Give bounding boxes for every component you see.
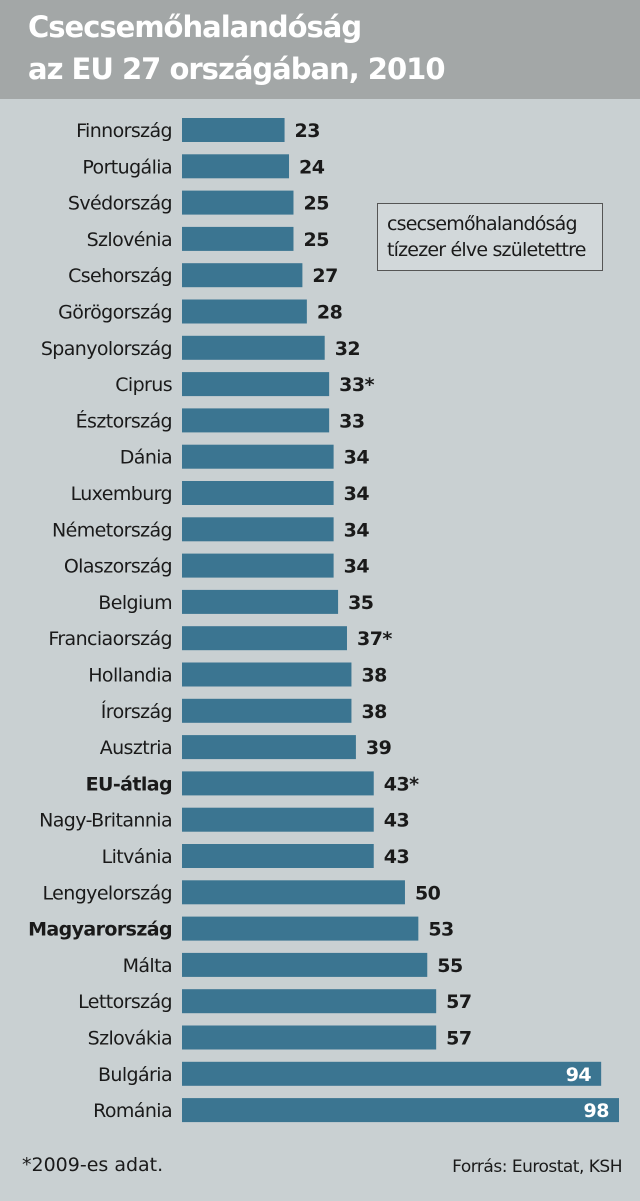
value-label: 34 xyxy=(344,556,370,578)
value-label: 23 xyxy=(295,120,320,142)
bar xyxy=(182,154,290,179)
category-label: Bulgária xyxy=(98,1064,172,1086)
legend-box: csecsemőhalandóság tízezer élve születet… xyxy=(377,203,603,271)
bar xyxy=(182,698,352,723)
bar xyxy=(182,335,325,360)
value-label: 27 xyxy=(312,265,337,287)
value-label: 28 xyxy=(317,302,343,324)
bar xyxy=(182,589,339,614)
bar xyxy=(182,626,347,651)
bar-chart: Finnország 23 Portugália 24 Svédország 25 Szlo… xyxy=(28,118,619,1123)
value-label: 39 xyxy=(366,737,391,759)
bar xyxy=(182,553,334,578)
category-label: Hollandia xyxy=(88,665,172,687)
value-label: 43* xyxy=(384,773,419,795)
bar xyxy=(182,844,374,868)
value-label: 25 xyxy=(303,193,328,215)
category-label: Románia xyxy=(93,1100,172,1122)
category-label: Málta xyxy=(123,955,172,977)
bar xyxy=(182,118,285,142)
value-label: 57 xyxy=(446,1028,471,1050)
bar xyxy=(182,372,330,397)
bar xyxy=(182,299,307,324)
value-label: 34 xyxy=(344,483,370,505)
category-label: Svédország xyxy=(68,193,172,215)
category-label: Írország xyxy=(101,700,172,723)
category-label: Szlovákia xyxy=(88,1028,172,1050)
category-label: Belgium xyxy=(98,592,172,614)
value-label: 43 xyxy=(384,810,409,832)
value-label: 98 xyxy=(584,1100,610,1122)
bar xyxy=(182,880,405,905)
category-label: Ausztria xyxy=(100,737,172,759)
bar xyxy=(182,481,334,505)
category-label: Olaszország xyxy=(64,556,172,578)
category-label: EU-átlag xyxy=(86,773,172,795)
bar xyxy=(182,735,356,760)
category-label: Észtország xyxy=(76,409,172,432)
footnote: *2009-es adat. xyxy=(22,1154,164,1176)
category-label: Nagy-Britannia xyxy=(39,810,172,832)
legend-line-2: tízezer élve születettre xyxy=(387,239,586,261)
bar xyxy=(182,444,334,469)
value-label: 55 xyxy=(437,955,462,977)
bar xyxy=(182,1025,437,1050)
value-label: 43 xyxy=(384,846,409,868)
category-label: Magyarország xyxy=(28,919,172,941)
bar xyxy=(182,408,330,433)
bar xyxy=(182,771,374,796)
category-label: Luxemburg xyxy=(71,483,172,505)
category-label: Németország xyxy=(52,519,172,541)
value-label: 37* xyxy=(357,628,392,650)
bar xyxy=(182,807,374,832)
value-label: 94 xyxy=(566,1064,592,1086)
value-label: 33 xyxy=(339,410,364,432)
bar xyxy=(182,190,294,215)
category-label: Portugália xyxy=(82,156,172,178)
bar xyxy=(182,662,352,687)
bar xyxy=(182,263,303,288)
value-label: 32 xyxy=(335,338,360,360)
bar xyxy=(182,1098,619,1123)
category-label: Csehország xyxy=(68,265,172,287)
category-label: Szlovénia xyxy=(87,229,172,251)
value-label: 57 xyxy=(446,991,471,1013)
value-label: 38 xyxy=(361,665,387,687)
chart-header: Csecsemőhalandóság az EU 27 országában, … xyxy=(0,0,640,99)
category-label: Franciaország xyxy=(48,628,172,650)
chart-title-line-1: Csecsemőhalandóság xyxy=(28,10,362,44)
value-label: 50 xyxy=(415,882,441,904)
bar xyxy=(182,916,419,941)
value-label: 35 xyxy=(348,592,373,614)
category-label: Dánia xyxy=(120,447,172,469)
category-label: Görögország xyxy=(58,302,172,324)
category-label: Ciprus xyxy=(115,374,172,396)
category-label: Lettország xyxy=(78,991,172,1013)
value-label: 25 xyxy=(303,229,328,251)
value-label: 34 xyxy=(344,447,370,469)
bar xyxy=(182,989,437,1014)
category-label: Litvánia xyxy=(102,846,172,868)
bar xyxy=(182,1061,602,1086)
category-label: Finnország xyxy=(76,120,172,142)
legend-line-1: csecsemőhalandóság xyxy=(387,213,578,235)
source-note: Forrás: Eurostat, KSH xyxy=(452,1157,622,1177)
chart-title-line-2: az EU 27 országában, 2010 xyxy=(28,52,446,86)
value-label: 34 xyxy=(344,519,370,541)
category-label: Lengyelország xyxy=(43,882,172,904)
bar xyxy=(182,952,428,977)
value-label: 38 xyxy=(361,701,387,723)
value-label: 53 xyxy=(428,919,453,941)
value-label: 33* xyxy=(339,374,374,396)
value-label: 24 xyxy=(299,156,325,178)
category-label: Spanyolország xyxy=(41,338,172,360)
bar xyxy=(182,517,334,542)
bar xyxy=(182,226,294,251)
